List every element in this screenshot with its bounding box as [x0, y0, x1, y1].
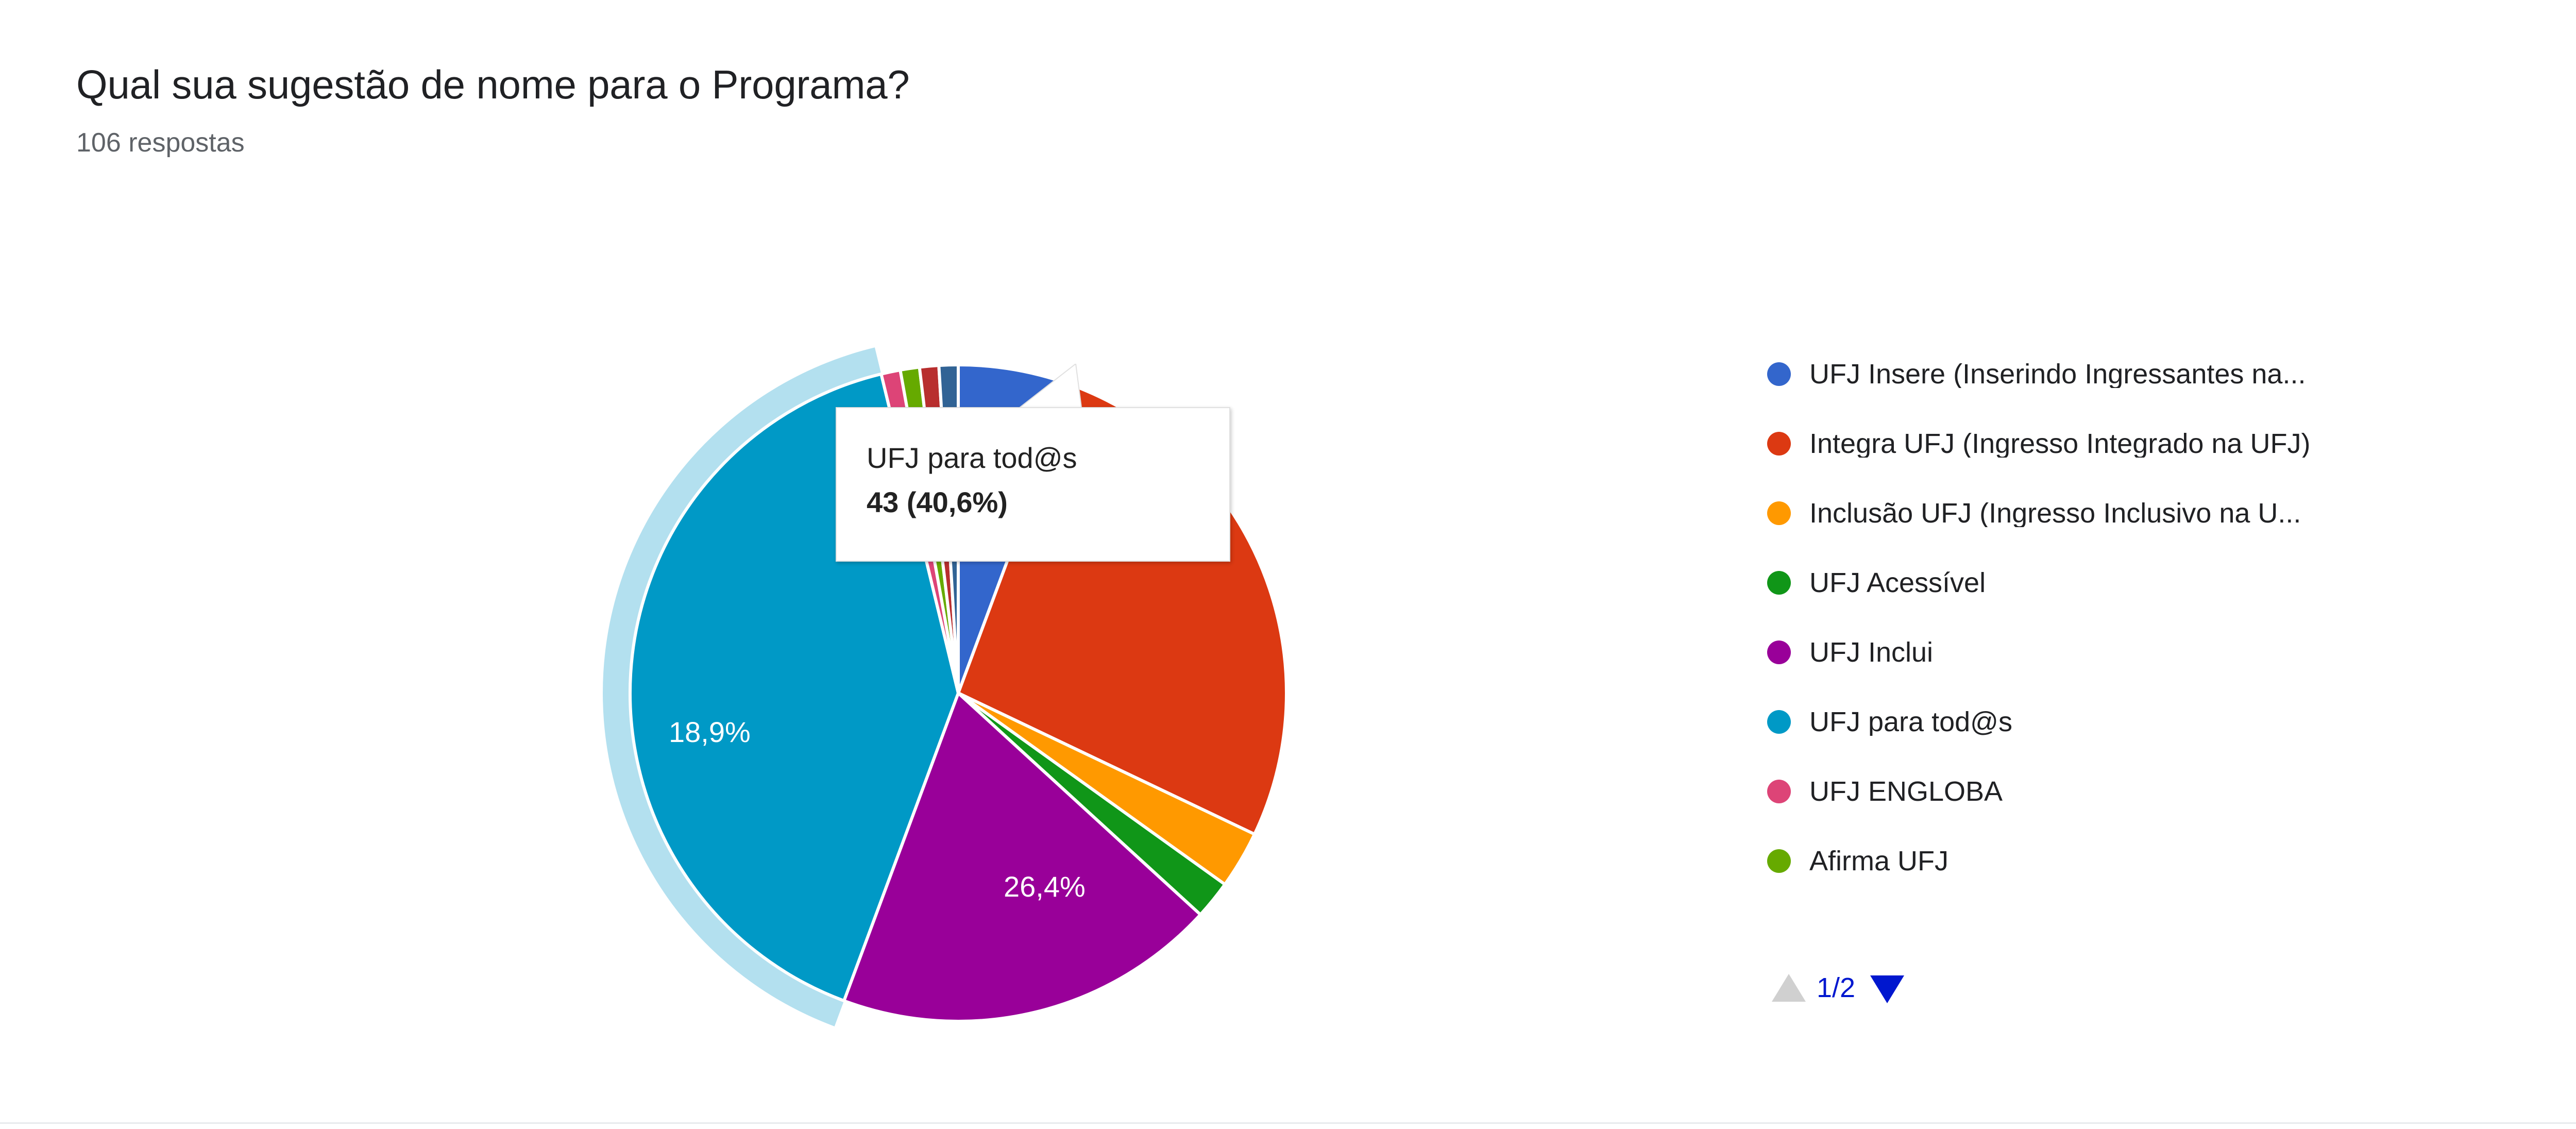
chart-tooltip: UFJ para tod@s 43 (40,6%)	[836, 407, 1230, 562]
legend-item[interactable]: Inclusão UFJ (Ingresso Inclusivo na U...	[1767, 496, 2576, 531]
legend-color-swatch-icon	[1767, 362, 1791, 386]
legend-item-label: UFJ Inclui	[1809, 638, 1934, 666]
question-header: Qual sua sugestão de nome para o Program…	[76, 62, 2137, 159]
legend-color-swatch-icon	[1767, 501, 1791, 525]
triangle-down-icon[interactable]	[1862, 963, 1912, 1013]
legend-item[interactable]: UFJ ENGLOBA	[1767, 774, 2576, 809]
legend-color-swatch-icon	[1767, 849, 1791, 873]
chart-legend: UFJ Insere (Inserindo Ingressantes na...…	[1767, 357, 2576, 913]
response-count-label: 106 respostas	[76, 127, 245, 158]
legend-item-label: UFJ Insere (Inserindo Ingressantes na...	[1809, 360, 2306, 388]
legend-color-swatch-icon	[1767, 641, 1791, 664]
legend-item[interactable]: Afirma UFJ	[1767, 844, 2576, 879]
legend-pagination: 1/2	[1764, 959, 1912, 1016]
legend-item-label: UFJ ENGLOBA	[1809, 778, 2003, 805]
legend-item-label: UFJ para tod@s	[1809, 708, 2012, 736]
triangle-up-icon[interactable]	[1764, 963, 1814, 1013]
legend-color-swatch-icon	[1767, 571, 1791, 595]
pie-slices-group[interactable]	[602, 347, 1288, 1026]
legend-item[interactable]: UFJ Inclui	[1767, 635, 2576, 670]
card-bottom-divider	[0, 1122, 2576, 1124]
pie-chart-svg[interactable]	[592, 309, 1340, 1056]
legend-color-swatch-icon	[1767, 780, 1791, 803]
legend-color-swatch-icon	[1767, 432, 1791, 456]
legend-color-swatch-icon	[1767, 710, 1791, 734]
page-title: Qual sua sugestão de nome para o Program…	[76, 62, 910, 107]
legend-page-indicator: 1/2	[1817, 972, 1856, 1003]
legend-item[interactable]: UFJ Acessível	[1767, 565, 2576, 600]
legend-item[interactable]: UFJ para tod@s	[1767, 704, 2576, 739]
tooltip-pointer	[1015, 364, 1082, 411]
legend-item-label: UFJ Acessível	[1809, 569, 1986, 597]
legend-item-label: Inclusão UFJ (Ingresso Inclusivo na U...	[1809, 499, 2301, 527]
tooltip-value: 43 (40,6%)	[867, 486, 1008, 518]
legend-item[interactable]: UFJ Insere (Inserindo Ingressantes na...	[1767, 357, 2576, 392]
legend-item-label: Integra UFJ (Ingresso Integrado na UFJ)	[1809, 430, 2311, 458]
legend-item[interactable]: Integra UFJ (Ingresso Integrado na UFJ)	[1767, 426, 2576, 461]
pie-slice[interactable]	[842, 692, 1202, 1023]
legend-item-label: Afirma UFJ	[1809, 847, 1948, 875]
tooltip-title: UFJ para tod@s	[867, 442, 1077, 474]
